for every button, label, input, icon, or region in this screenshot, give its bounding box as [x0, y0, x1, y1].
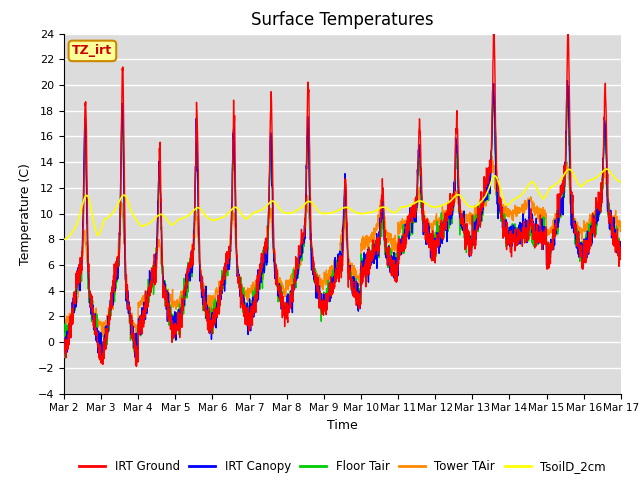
IRT Ground — [60, 335, 68, 341]
Tower TAir — [617, 227, 625, 233]
Floor Tair — [60, 342, 68, 348]
TsoilD_2cm — [504, 202, 512, 207]
TsoilD_2cm — [358, 211, 366, 216]
IRT Canopy — [358, 261, 366, 267]
TsoilD_2cm — [583, 178, 591, 184]
Tower TAir — [371, 226, 378, 231]
Tower TAir — [488, 154, 496, 159]
IRT Canopy — [584, 243, 591, 249]
Line: Floor Tair: Floor Tair — [64, 87, 621, 358]
TsoilD_2cm — [60, 237, 68, 242]
Floor Tair — [504, 242, 512, 248]
Legend: IRT Ground, IRT Canopy, Floor Tair, Tower TAir, TsoilD_2cm: IRT Ground, IRT Canopy, Floor Tair, Towe… — [74, 455, 611, 478]
IRT Canopy — [617, 239, 625, 245]
Tower TAir — [216, 284, 223, 290]
TsoilD_2cm — [60, 237, 68, 242]
IRT Canopy — [564, 77, 572, 83]
Tower TAir — [99, 334, 107, 340]
TsoilD_2cm — [617, 179, 625, 184]
IRT Ground — [568, 189, 575, 195]
Floor Tair — [216, 305, 223, 311]
Tower TAir — [504, 206, 512, 212]
Tower TAir — [60, 317, 68, 323]
Line: IRT Ground: IRT Ground — [64, 29, 621, 366]
Y-axis label: Temperature (C): Temperature (C) — [19, 163, 32, 264]
Text: TZ_irt: TZ_irt — [72, 44, 113, 58]
Tower TAir — [584, 225, 591, 230]
TsoilD_2cm — [568, 168, 575, 174]
Floor Tair — [371, 249, 378, 255]
TsoilD_2cm — [216, 216, 223, 221]
IRT Canopy — [216, 297, 223, 302]
IRT Ground — [617, 256, 625, 262]
IRT Ground — [504, 239, 512, 244]
IRT Ground — [584, 243, 591, 249]
Floor Tair — [568, 211, 575, 216]
Floor Tair — [564, 84, 572, 90]
IRT Canopy — [371, 242, 378, 248]
IRT Ground — [358, 273, 366, 278]
IRT Canopy — [568, 225, 575, 231]
IRT Ground — [371, 245, 378, 251]
Title: Surface Temperatures: Surface Temperatures — [251, 11, 434, 29]
IRT Canopy — [60, 336, 68, 341]
Line: Tower TAir: Tower TAir — [64, 156, 621, 337]
Line: IRT Canopy: IRT Canopy — [64, 80, 621, 362]
Floor Tair — [584, 239, 591, 244]
IRT Ground — [132, 363, 140, 369]
IRT Ground — [564, 26, 572, 32]
Floor Tair — [134, 355, 141, 361]
X-axis label: Time: Time — [327, 419, 358, 432]
Tower TAir — [568, 204, 575, 210]
IRT Ground — [216, 309, 223, 315]
Tower TAir — [358, 240, 366, 245]
TsoilD_2cm — [371, 209, 378, 215]
Line: TsoilD_2cm: TsoilD_2cm — [64, 169, 621, 240]
TsoilD_2cm — [602, 166, 610, 172]
IRT Canopy — [99, 360, 106, 365]
Floor Tair — [617, 244, 625, 250]
IRT Canopy — [504, 232, 512, 238]
Floor Tair — [358, 258, 366, 264]
